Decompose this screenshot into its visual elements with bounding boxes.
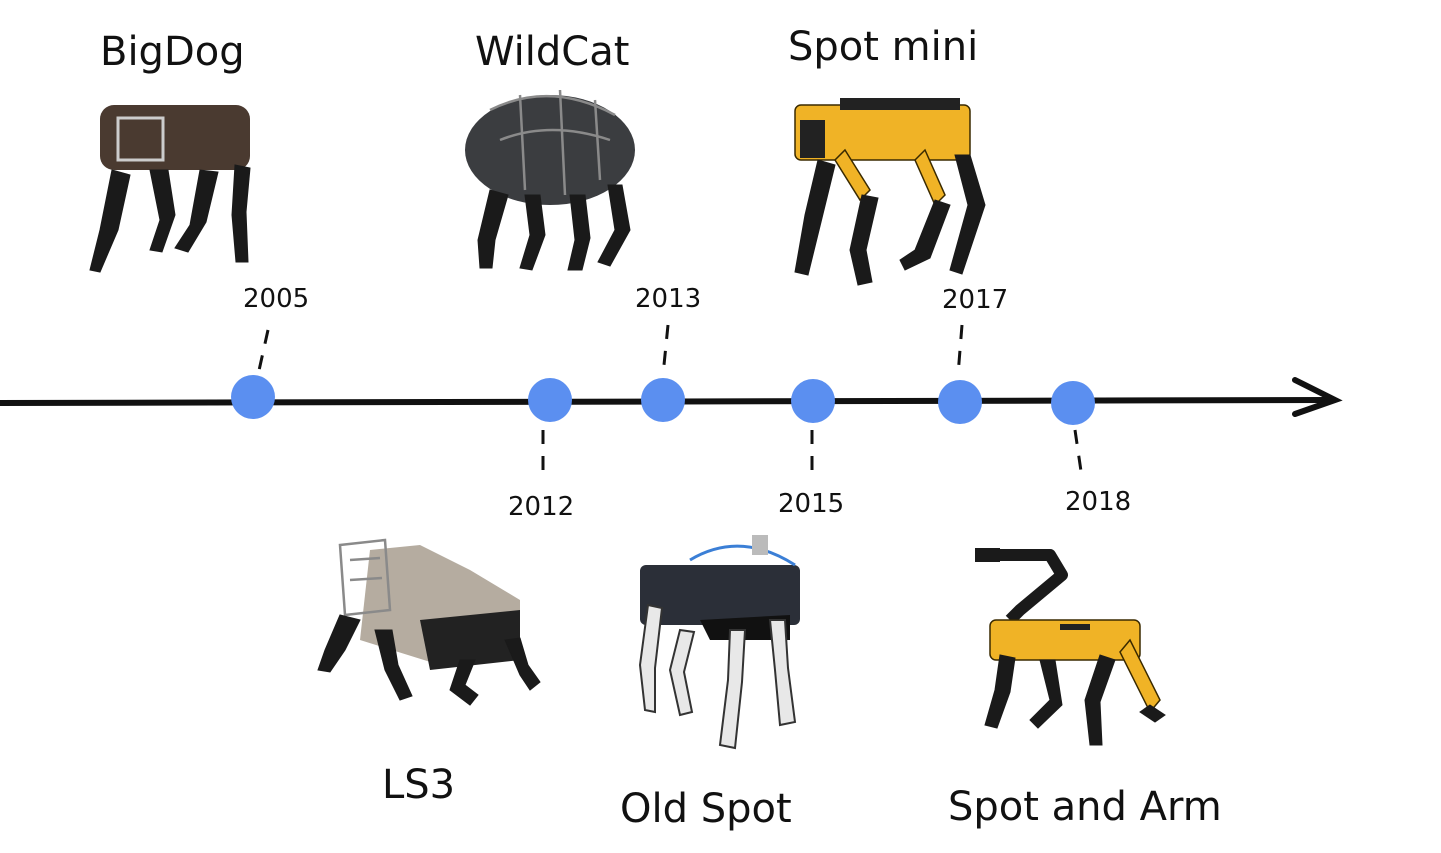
year-label-2012: 2012 — [508, 492, 574, 522]
robot-name-spot-and-arm: Spot and Arm — [948, 784, 1222, 830]
milestone-dot-2018 — [1051, 381, 1095, 425]
robot-name-wildcat: WildCat — [475, 29, 629, 75]
leader-2018 — [1073, 429, 1084, 479]
spot-and-arm-image — [975, 548, 1166, 746]
milestone-dot-2017 — [938, 380, 982, 424]
year-label-2013: 2013 — [635, 284, 701, 314]
ls3-image — [317, 538, 541, 706]
milestone-dot-2005 — [231, 375, 275, 419]
milestone-dot-2015 — [791, 379, 835, 423]
leader-2013 — [661, 324, 670, 376]
bigdog-image — [89, 105, 251, 273]
robot-name-bigdog: BigDog — [100, 29, 245, 75]
robot-name-old-spot: Old Spot — [620, 786, 792, 832]
spot-mini-image — [794, 98, 986, 286]
milestone-dot-2013 — [641, 378, 685, 422]
robot-name-ls3: LS3 — [382, 762, 455, 808]
year-label-2017: 2017 — [942, 285, 1008, 315]
leader-2005 — [256, 329, 270, 376]
year-label-2015: 2015 — [778, 489, 844, 519]
robot-name-spot-mini: Spot mini — [788, 24, 978, 70]
year-label-2018: 2018 — [1065, 487, 1131, 517]
old-spot-image — [638, 535, 800, 750]
leader-2017 — [956, 324, 964, 376]
timeline-arrowhead — [1292, 377, 1343, 417]
year-label-2005: 2005 — [243, 284, 309, 314]
milestone-dot-2012 — [528, 378, 572, 422]
wildcat-image — [465, 89, 635, 271]
